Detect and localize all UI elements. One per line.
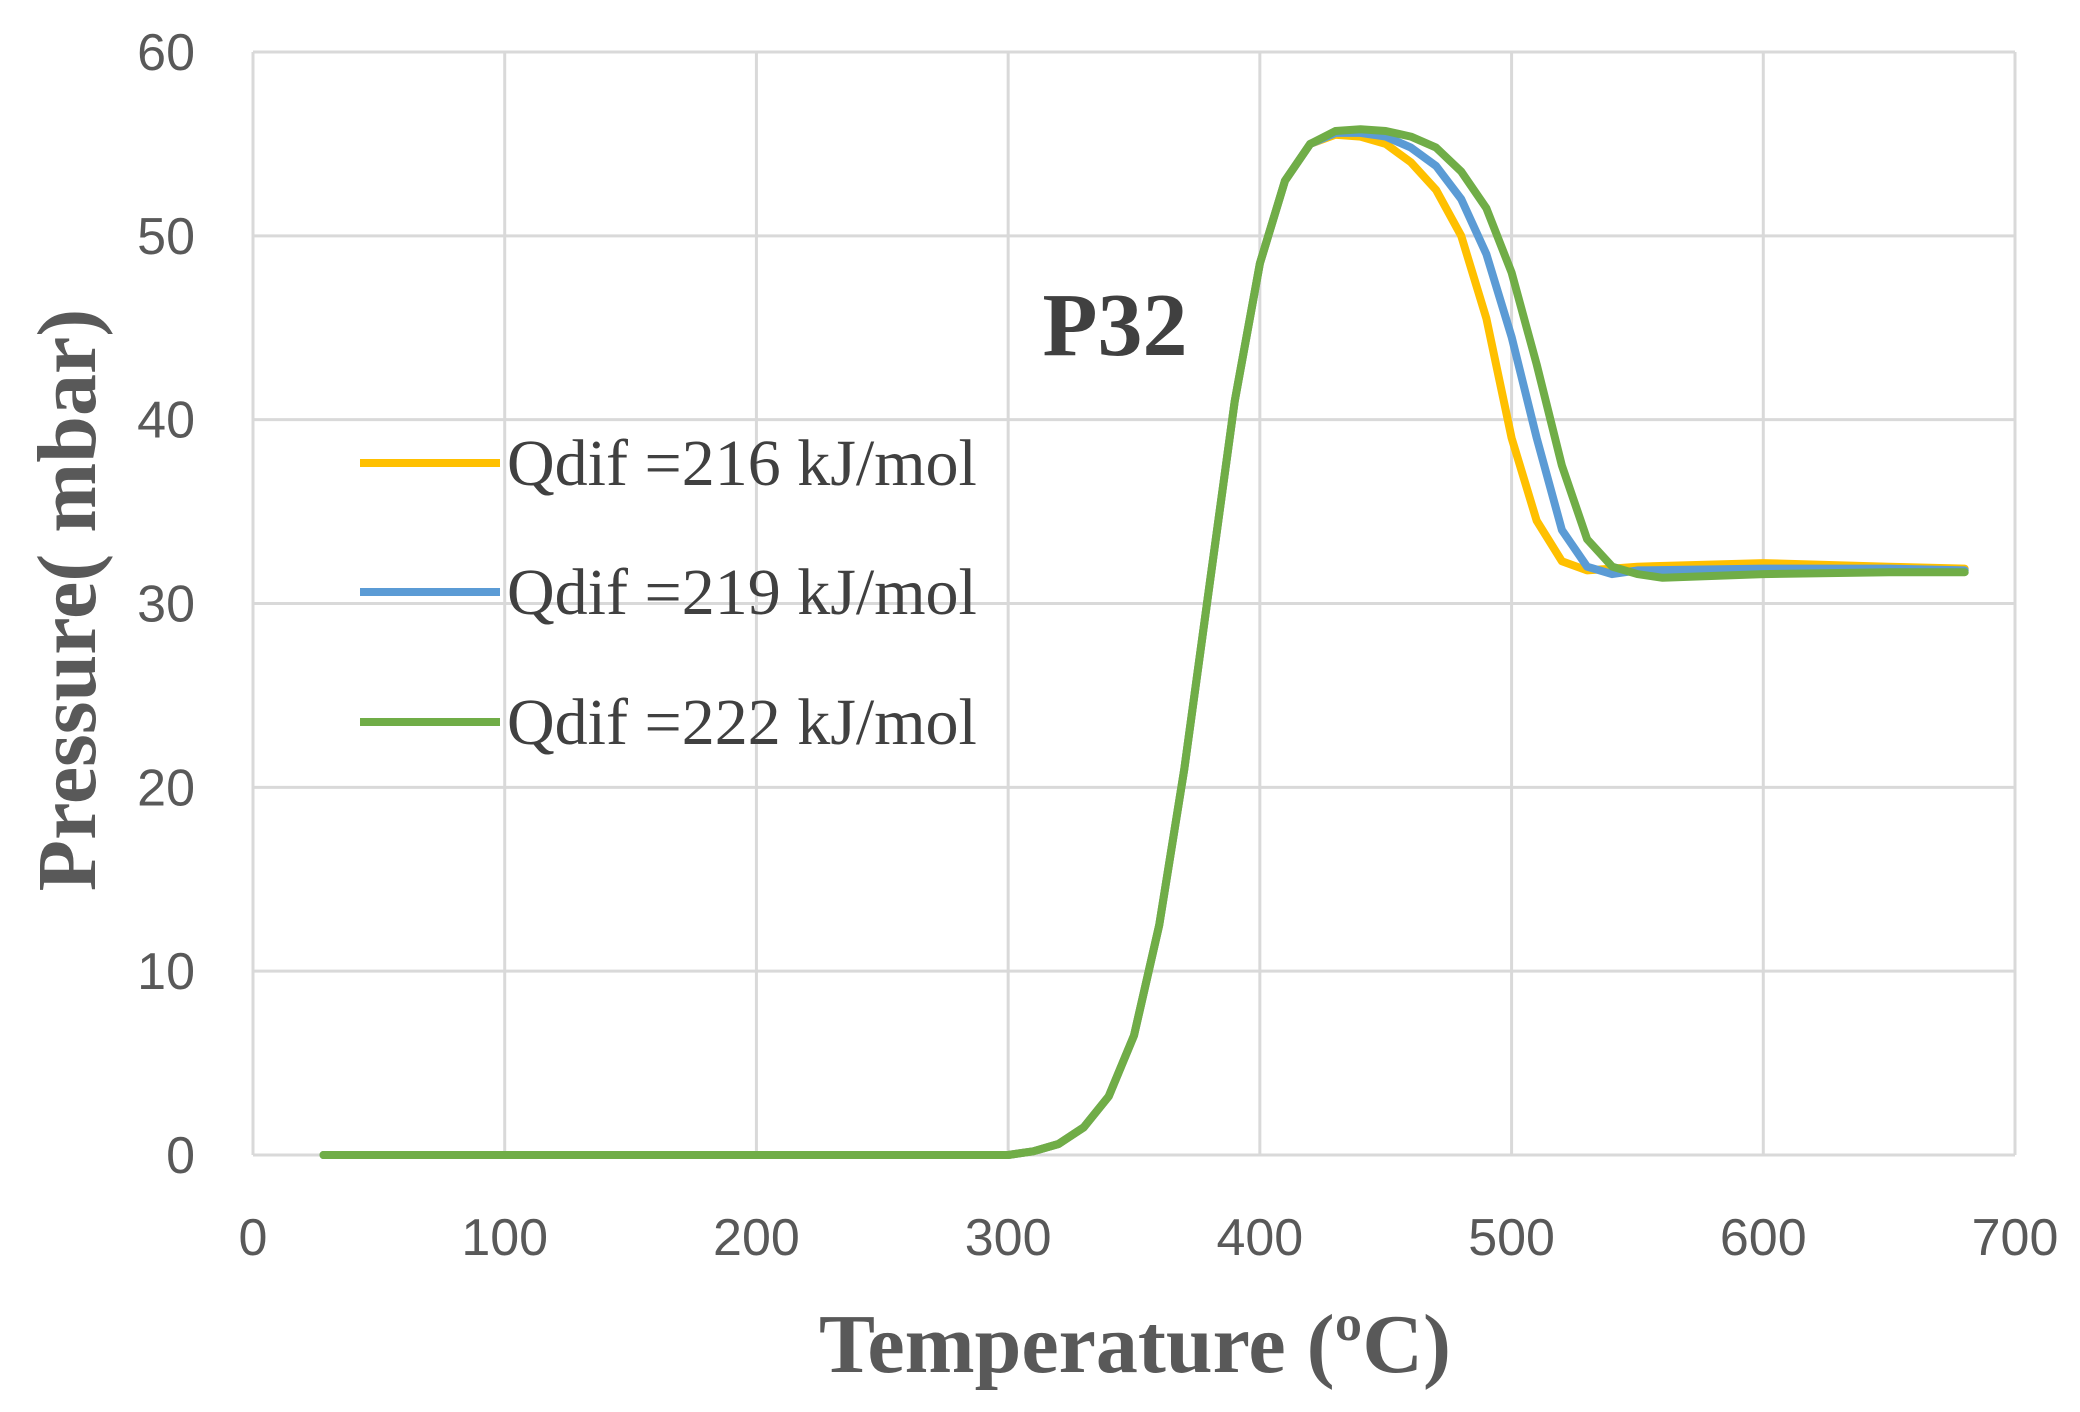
- legend-label-3: Qdif =222 kJ/mol: [507, 686, 977, 759]
- y-tick-labels: 0 10 20 30 40 50 60: [137, 24, 195, 1185]
- x-tick-label-0: 0: [239, 1209, 268, 1267]
- x-axis-title: Temperature (ºC): [819, 1298, 1451, 1391]
- y-tick-label-60: 60: [137, 24, 195, 82]
- x-tick-label-400: 400: [1216, 1209, 1303, 1267]
- x-tick-label-200: 200: [713, 1209, 800, 1267]
- legend: Qdif =216 kJ/mol Qdif =219 kJ/mol Qdif =22…: [360, 427, 977, 759]
- series-line-3: [319, 125, 1969, 1159]
- y-tick-label-20: 20: [137, 759, 195, 817]
- x-tick-label-500: 500: [1468, 1209, 1555, 1267]
- y-axis-title: Pressure( mbar): [21, 309, 114, 891]
- y-tick-label-30: 30: [137, 576, 195, 634]
- y-tick-label-40: 40: [137, 392, 195, 450]
- x-tick-labels: 0 100 200 300 400 500 600 700: [239, 1209, 2059, 1267]
- x-tick-label-100: 100: [461, 1209, 548, 1267]
- legend-label-2: Qdif =219 kJ/mol: [507, 556, 977, 629]
- y-tick-label-0: 0: [166, 1127, 195, 1185]
- y-tick-label-50: 50: [137, 208, 195, 266]
- legend-label-1: Qdif =216 kJ/mol: [507, 427, 977, 500]
- y-tick-label-10: 10: [137, 943, 195, 1001]
- x-tick-label-700: 700: [1972, 1209, 2059, 1267]
- chart-annotation: P32: [1043, 276, 1188, 375]
- gridlines: [251, 50, 2017, 1157]
- x-tick-label-600: 600: [1720, 1209, 1807, 1267]
- x-tick-label-300: 300: [965, 1209, 1052, 1267]
- series-lines: [319, 125, 1969, 1159]
